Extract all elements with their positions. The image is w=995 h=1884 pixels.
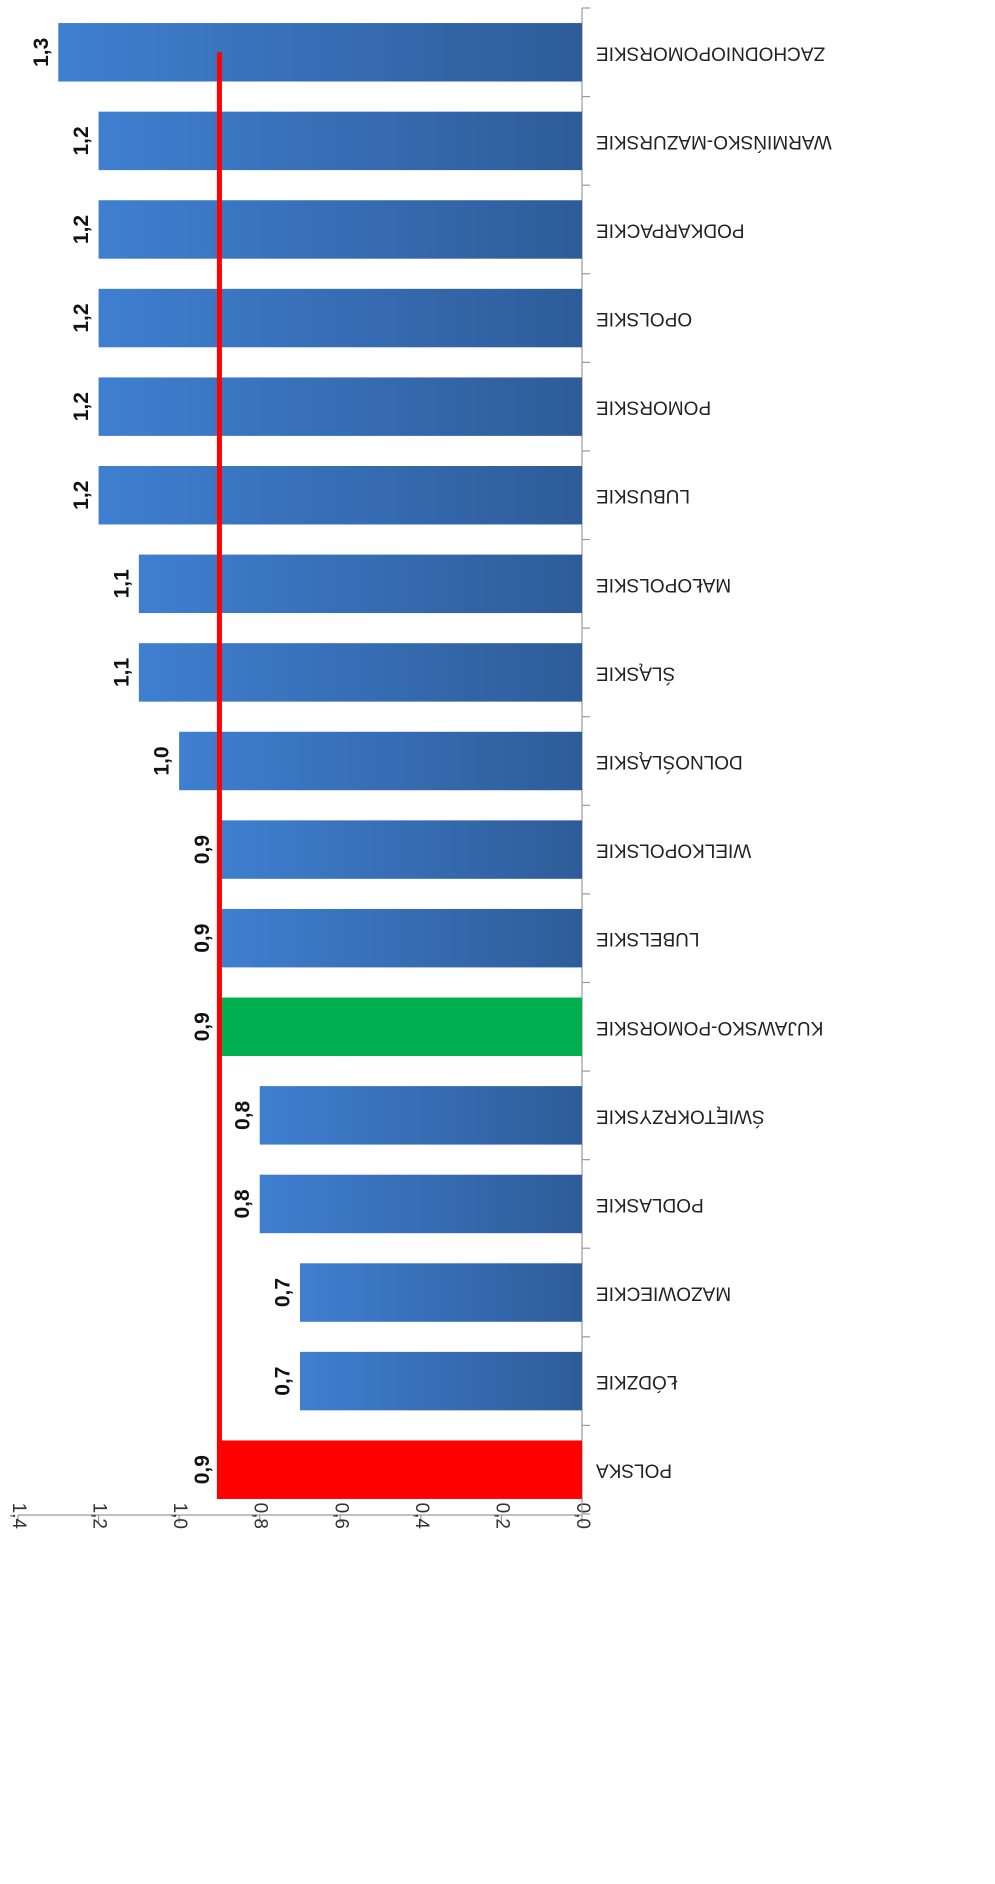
category-label: WARMIŃSKO-MAZURSKIE bbox=[596, 131, 832, 152]
data-label: 1,2 bbox=[70, 481, 93, 510]
category-label: ZACHODNIOPOMORSKIE bbox=[596, 42, 825, 63]
data-label: 0,8 bbox=[231, 1189, 254, 1219]
category-label: KUJAWSKO-POMORSKIE bbox=[596, 1017, 823, 1038]
category-label: LUBELSKIE bbox=[596, 928, 700, 949]
data-label: 0,7 bbox=[272, 1278, 295, 1307]
data-label: 1,2 bbox=[70, 303, 93, 332]
data-label: 1,1 bbox=[110, 569, 133, 599]
category-label: ŚWIĘTOKRZYSKIE bbox=[596, 1105, 765, 1127]
data-label: 1,2 bbox=[70, 392, 93, 421]
data-label: 1,2 bbox=[70, 215, 93, 244]
category-label: ŁÓDZKIE bbox=[596, 1371, 677, 1393]
bar bbox=[98, 111, 582, 171]
labels: POLSKA 0,9 ŁÓDZKIE 0,7 MAZOWIECKIE 0,7 PODLASK… bbox=[30, 38, 832, 1485]
category-label: MAZOWIECKIE bbox=[596, 1283, 731, 1304]
data-label: 0,9 bbox=[191, 924, 214, 953]
bar bbox=[259, 1086, 582, 1145]
category-label: OPOLSKIE bbox=[596, 308, 692, 329]
bars bbox=[58, 23, 582, 1499]
value-tick-label: 1,0 bbox=[169, 1503, 190, 1529]
category-label: PODLASKIE bbox=[596, 1194, 704, 1215]
category-label: ŚLĄSKIE bbox=[596, 662, 675, 684]
value-tick-label: 0,0 bbox=[572, 1503, 593, 1529]
data-label: 1,0 bbox=[151, 746, 174, 775]
data-label: 0,9 bbox=[191, 1012, 214, 1041]
data-label: 0,8 bbox=[231, 1100, 254, 1130]
data-label: 1,2 bbox=[70, 126, 93, 155]
bar bbox=[300, 1351, 582, 1411]
bar bbox=[219, 820, 582, 879]
bar bbox=[300, 1263, 582, 1322]
value-tick-label: 0,8 bbox=[250, 1503, 271, 1529]
bar bbox=[219, 1440, 582, 1499]
bar bbox=[98, 466, 582, 525]
data-label: 0,7 bbox=[272, 1367, 295, 1396]
category-label: LUBUSKIE bbox=[596, 485, 690, 506]
bar bbox=[219, 997, 582, 1056]
value-tick-label: 0,6 bbox=[330, 1503, 351, 1529]
bar bbox=[259, 1174, 582, 1234]
category-label: DOLNOŚLĄSKIE bbox=[596, 751, 743, 773]
bar bbox=[179, 731, 582, 791]
value-tick-label: 0,4 bbox=[411, 1503, 432, 1530]
bar bbox=[219, 908, 582, 968]
category-label: MAŁOPOLSKIE bbox=[596, 574, 731, 595]
bar bbox=[98, 377, 582, 436]
bar bbox=[138, 643, 582, 702]
category-label: POLSKA bbox=[596, 1460, 672, 1481]
data-label: 1,1 bbox=[110, 657, 133, 687]
bar bbox=[58, 23, 582, 82]
data-label: 1,3 bbox=[30, 38, 53, 67]
data-label: 0,9 bbox=[191, 1455, 214, 1484]
bar bbox=[138, 554, 582, 614]
value-tick-label: 1,4 bbox=[8, 1503, 29, 1530]
value-tick-label: 0,2 bbox=[491, 1503, 512, 1529]
category-label: PODKARPACKIE bbox=[596, 219, 745, 240]
data-label: 0,9 bbox=[191, 835, 214, 864]
bar bbox=[98, 288, 582, 348]
category-label: WIELKOPOLSKIE bbox=[596, 840, 751, 861]
value-tick-label: 1,2 bbox=[89, 1503, 110, 1529]
category-label: POMORSKIE bbox=[596, 397, 711, 418]
bar bbox=[98, 200, 582, 259]
